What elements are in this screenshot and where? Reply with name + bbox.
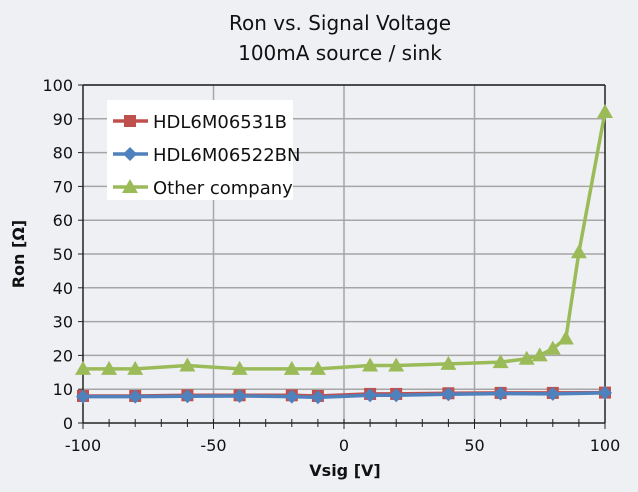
data-point: [570, 244, 587, 259]
series-other-company: [75, 104, 613, 375]
data-point: [493, 386, 508, 401]
y-tick-label: 20: [53, 346, 73, 365]
legend-label: Other company: [153, 178, 293, 199]
data-point: [179, 357, 196, 372]
y-tick-label: 0: [63, 414, 73, 433]
data-point: [180, 389, 195, 404]
x-axis-label: Vsig [V]: [309, 461, 380, 480]
tick-labels: 0 10 20 30 40 50 60 70 80 90 100 -100 -50 0 50 100: [42, 76, 620, 455]
data-point: [597, 104, 613, 119]
data-point: [389, 388, 404, 403]
chart-title-line2: 100mA source / sink: [238, 41, 442, 65]
x-tick-label: 50: [464, 436, 484, 455]
data-point: [492, 354, 509, 369]
y-tick-label: 70: [53, 177, 73, 196]
data-point: [232, 388, 247, 403]
legend-marker-square-icon: [124, 115, 136, 127]
data-point: [518, 350, 535, 365]
data-point: [283, 360, 300, 375]
data-point: [544, 340, 561, 355]
data-point: [127, 360, 144, 375]
chart-title-line1: Ron vs. Signal Voltage: [229, 11, 451, 35]
data-point: [362, 357, 379, 372]
y-tick-label: 60: [53, 211, 73, 230]
x-tick-label: 100: [590, 436, 621, 455]
data-point: [441, 387, 456, 402]
y-tick-label: 30: [53, 313, 73, 332]
data-point: [557, 330, 574, 345]
y-axis-label: Ron [Ω]: [9, 220, 28, 289]
series-hdl6m06522bn: [76, 385, 612, 405]
y-tick-label: 50: [53, 245, 73, 264]
legend: HDL6M06531B HDL6M06522BN Other company: [107, 100, 300, 200]
y-tick-label: 80: [53, 144, 73, 163]
data-point: [440, 355, 457, 370]
legend-box: [107, 100, 293, 200]
data-point: [363, 388, 378, 403]
data-point: [309, 360, 326, 375]
x-tick-label: -100: [65, 436, 101, 455]
series-group: [75, 104, 613, 405]
data-point: [101, 360, 118, 375]
data-point: [531, 347, 548, 362]
data-point: [388, 357, 405, 372]
x-tick-label: -50: [200, 436, 226, 455]
data-point: [231, 360, 248, 375]
y-tick-label: 90: [53, 110, 73, 129]
series-line: [83, 391, 606, 400]
legend-label: HDL6M06522BN: [153, 145, 300, 166]
data-point: [598, 385, 612, 400]
data-point: [284, 389, 299, 404]
legend-marker-diamond-icon: [123, 147, 137, 161]
y-tick-label: 10: [53, 380, 73, 399]
y-tick-label: 40: [53, 279, 73, 298]
data-point: [310, 390, 325, 405]
legend-label: HDL6M06531B: [153, 112, 287, 133]
axes: [78, 84, 606, 429]
data-point: [75, 360, 91, 375]
x-tick-label: 0: [339, 436, 349, 455]
data-point: [76, 389, 90, 404]
data-point: [545, 386, 560, 401]
data-point: [128, 389, 143, 404]
y-tick-label: 100: [42, 76, 73, 95]
legend-marker-triangle-icon: [122, 179, 138, 193]
